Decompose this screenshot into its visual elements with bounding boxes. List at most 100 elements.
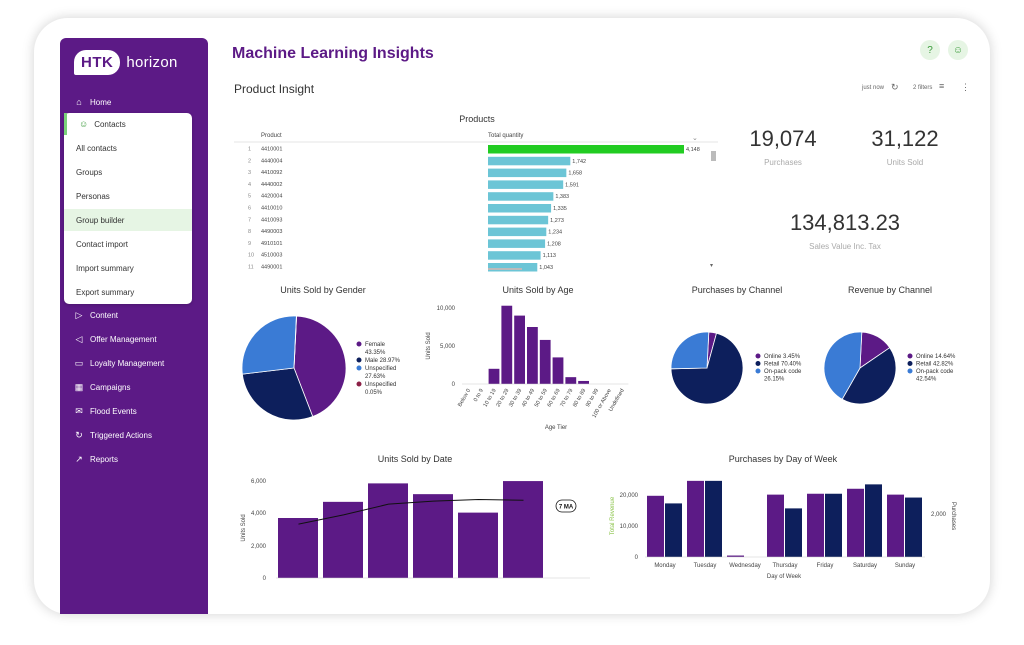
row-product: 4440004 bbox=[261, 158, 282, 164]
gender-pie-slice bbox=[293, 315, 347, 418]
nav-contacts-label: Contacts bbox=[94, 119, 126, 129]
more-menu-icon[interactable]: ⋮ bbox=[961, 82, 970, 92]
nav-triggered-label: Triggered Actions bbox=[90, 430, 152, 440]
date-ylabel: Units Sold bbox=[241, 514, 247, 541]
nav-flood-events[interactable]: ✉ Flood Events bbox=[74, 404, 137, 418]
purchases-channel-legend-dot bbox=[755, 361, 761, 366]
revenue-channel-legend-label: Online 14.64% bbox=[916, 354, 956, 360]
age-xlabel: Age Tier bbox=[545, 425, 567, 431]
gender-pie-slice bbox=[293, 315, 298, 369]
col-product-header[interactable]: Product bbox=[261, 133, 282, 139]
loyalty-icon: ▭ bbox=[74, 357, 84, 368]
date-bar bbox=[413, 494, 453, 578]
submenu-personas[interactable]: Personas bbox=[76, 191, 110, 201]
dow-xtick: Thursday bbox=[772, 563, 797, 569]
qty-bar bbox=[488, 180, 564, 189]
revenue-channel-legend-dot bbox=[907, 361, 913, 366]
revenue-channel-pie-slice bbox=[841, 347, 897, 405]
row-product: 4490001 bbox=[261, 265, 282, 271]
gender-legend-dot bbox=[356, 365, 362, 371]
submenu-contact-import[interactable]: Contact import bbox=[76, 239, 129, 249]
revenue-channel-legend-label: 42.54% bbox=[916, 377, 937, 383]
kpi-purchases-label: Purchases bbox=[764, 158, 802, 167]
qty-label: 1,113 bbox=[543, 253, 556, 259]
dow-xlabel: Day of Week bbox=[767, 574, 802, 580]
nav-triggered-actions[interactable]: ↻ Triggered Actions bbox=[74, 428, 152, 442]
page-title: Machine Learning Insights bbox=[232, 45, 434, 62]
age-ytick: 5,000 bbox=[440, 344, 456, 350]
row-index: 10 bbox=[248, 253, 254, 259]
row-product: 4420004 bbox=[261, 194, 282, 200]
dow-ytick-left: 10,000 bbox=[620, 524, 639, 530]
purchases-channel-legend-label: Online 3.45% bbox=[764, 354, 801, 360]
filters-label[interactable]: 2 filters bbox=[913, 85, 933, 91]
table-scrollbar bbox=[711, 151, 716, 161]
revenue-channel-legend-dot bbox=[907, 353, 913, 359]
ma-label: 7 MA bbox=[559, 505, 574, 511]
purchases-channel-legend-label: Retail 70.40% bbox=[764, 362, 802, 368]
qty-bar bbox=[488, 168, 567, 178]
gender-legend-dot bbox=[356, 357, 362, 363]
refresh-status: just now bbox=[862, 85, 885, 91]
dashboard-title: Product Insight bbox=[234, 82, 315, 96]
dow-chart-title: Purchases by Day of Week bbox=[729, 454, 838, 464]
qty-bar bbox=[488, 192, 554, 201]
dow-ytick-left: 20,000 bbox=[620, 493, 639, 499]
dow-xtick: Wednesday bbox=[729, 563, 761, 569]
submenu-export-summary[interactable]: Export summary bbox=[76, 287, 135, 297]
kpi-purchases: 19,074 Purchases bbox=[740, 126, 826, 167]
dow-xtick: Tuesday bbox=[694, 563, 717, 569]
chart-line-icon: ↗ bbox=[75, 453, 83, 464]
col-qty-header[interactable]: Total quantity bbox=[488, 133, 524, 139]
qty-label: 1,208 bbox=[547, 241, 561, 247]
nav-content[interactable]: ▷ Content bbox=[74, 308, 119, 322]
qty-label: 1,234 bbox=[548, 230, 562, 236]
qty-label: 4,148 bbox=[686, 147, 700, 153]
gender-pie-slice bbox=[241, 367, 314, 421]
nav-loyalty-management[interactable]: ▭ Loyalty Management bbox=[74, 356, 165, 370]
submenu-import-summary[interactable]: Import summary bbox=[76, 263, 134, 273]
qty-bar bbox=[488, 239, 546, 248]
submenu-groups[interactable]: Groups bbox=[76, 167, 103, 177]
nav-contacts[interactable]: ☺ Contacts bbox=[64, 113, 192, 135]
refresh-icon[interactable]: ↻ bbox=[891, 82, 899, 92]
kpi-sales-label: Sales Value Inc. Tax bbox=[809, 242, 881, 251]
logo[interactable]: HTK horizon bbox=[74, 50, 178, 75]
nav-home-label: Home bbox=[90, 97, 112, 107]
row-index: 3 bbox=[248, 170, 251, 176]
nav-home[interactable]: ⌂ Home bbox=[74, 95, 111, 109]
qty-label: 1,043 bbox=[539, 265, 553, 271]
help-icon[interactable]: ? bbox=[920, 40, 940, 60]
date-ytick: 4,000 bbox=[251, 511, 267, 517]
nav-offer-management[interactable]: ◁ Offer Management bbox=[74, 332, 157, 346]
content-icon: ▷ bbox=[75, 309, 83, 320]
qty-label: 1,658 bbox=[568, 171, 582, 177]
date-bar bbox=[323, 501, 363, 578]
age-ylabel: Units Sold bbox=[426, 332, 432, 359]
nav-flood-label: Flood Events bbox=[90, 406, 137, 416]
gender-legend-label: 0.05% bbox=[365, 390, 383, 396]
user-icon[interactable]: ☺ bbox=[948, 40, 968, 60]
row-product: 4440002 bbox=[261, 182, 282, 188]
revenue-channel-pie-slice bbox=[823, 331, 863, 400]
date-ytick: 2,000 bbox=[251, 544, 267, 550]
age-bar bbox=[552, 357, 564, 384]
dow-xtick: Sunday bbox=[895, 563, 915, 569]
qty-label: 1,591 bbox=[565, 182, 579, 188]
age-bar bbox=[527, 327, 538, 384]
dow-xtick: Monday bbox=[654, 563, 675, 569]
date-ytick: 0 bbox=[263, 576, 267, 582]
gender-legend-label: Unspecified bbox=[365, 382, 396, 388]
qty-label: 1,335 bbox=[553, 206, 567, 212]
qty-bar bbox=[488, 215, 549, 225]
row-product: 4910101 bbox=[261, 241, 282, 247]
qty-bar bbox=[488, 251, 541, 260]
dow-xtick: Saturday bbox=[853, 563, 877, 569]
dow-purchases-bar bbox=[905, 497, 922, 557]
nav-campaigns[interactable]: ▦ Campaigns bbox=[74, 380, 131, 394]
submenu-group-builder[interactable]: Group builder bbox=[64, 209, 192, 231]
filter-icon[interactable]: ≡ bbox=[939, 81, 945, 91]
submenu-all-contacts[interactable]: All contacts bbox=[76, 143, 117, 153]
nav-reports[interactable]: ↗ Reports bbox=[74, 452, 118, 466]
